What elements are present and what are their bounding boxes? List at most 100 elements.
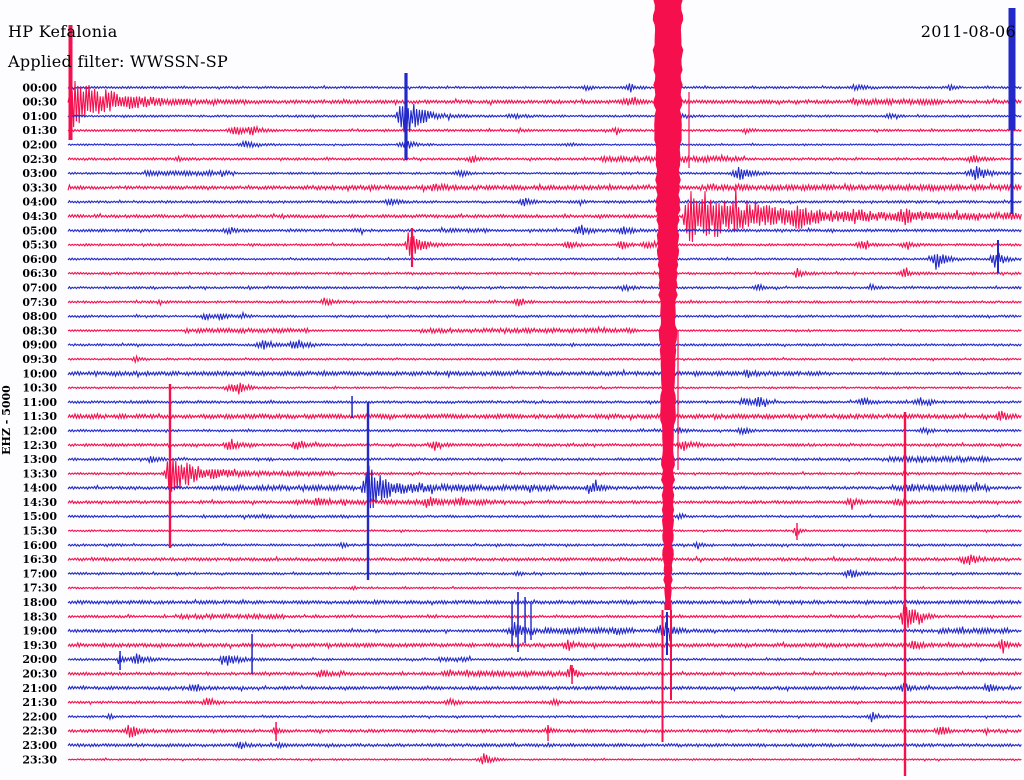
event-spike: [119, 651, 121, 670]
channel-gain-label: EHZ - 5000: [0, 385, 13, 455]
trace-row: [67, 339, 1022, 350]
row-time-label: 03:30: [22, 181, 57, 194]
trace-row: [67, 267, 1022, 278]
row-time-label: 21:00: [22, 682, 57, 695]
trace-row: [67, 188, 1022, 243]
row-time-label: 09:00: [22, 339, 57, 352]
row-time-label: 04:30: [22, 210, 57, 223]
row-time-label: 16:30: [22, 553, 57, 566]
event-spike: [251, 634, 253, 674]
event-spike: [275, 722, 277, 741]
trace-row: [67, 540, 1022, 550]
row-time-label: 09:30: [22, 353, 57, 366]
event-spike: [366, 402, 370, 580]
row-time-label: 02:00: [22, 139, 57, 152]
event-spike: [410, 228, 414, 267]
trace-row: [67, 450, 1022, 492]
row-time-label: 10:00: [22, 367, 57, 380]
trace-row: [67, 182, 1022, 194]
event-spike: [796, 523, 798, 540]
trace-row: [67, 597, 1022, 607]
trace-row: [67, 354, 1022, 365]
row-time-label: 22:00: [22, 710, 57, 723]
row-time-label: 13:30: [22, 467, 57, 480]
trace-row: [67, 438, 1022, 451]
trace-row: [67, 224, 1022, 237]
row-time-label: 00:30: [22, 96, 57, 109]
row-time-label: 19:30: [22, 639, 57, 652]
major-event-band: [652, 0, 684, 610]
row-time-label: 16:00: [22, 539, 57, 552]
trace-row: [67, 297, 1022, 307]
trace-row: [67, 753, 1022, 765]
row-time-label: 22:30: [22, 725, 57, 738]
row-time-label: 19:00: [22, 625, 57, 638]
trace-row: [67, 197, 1022, 208]
row-time-label: 07:30: [22, 296, 57, 309]
row-time-label: 08:00: [22, 310, 57, 323]
row-time-label: 03:00: [22, 167, 57, 180]
event-overlays: [68, 0, 1016, 776]
event-spike: [168, 384, 172, 548]
row-time-label: 14:30: [22, 496, 57, 509]
row-time-label: 12:00: [22, 425, 57, 438]
trace-row: [67, 568, 1022, 579]
trace-row: [67, 724, 1022, 738]
row-time-label: 12:30: [22, 439, 57, 452]
row-time-label: 23:30: [22, 753, 57, 766]
event-spike: [547, 725, 549, 741]
row-time-label: 06:00: [22, 253, 57, 266]
row-time-label: 17:30: [22, 582, 57, 595]
event-spike: [351, 396, 353, 418]
station-title: HP Kefalonia: [8, 22, 118, 41]
row-time-label: 15:30: [22, 525, 57, 538]
trace-row: [67, 282, 1022, 293]
trace-row: [67, 98, 1022, 133]
trace-row: [67, 232, 1022, 256]
trace-row: [67, 664, 1022, 679]
date-label: 2011-08-06: [921, 22, 1016, 41]
trace-row: [67, 382, 1022, 395]
row-time-label: 20:30: [22, 668, 57, 681]
trace-row: [67, 511, 1022, 521]
event-spike: [1008, 8, 1016, 130]
trace-row: [67, 604, 1022, 628]
row-time-label: 01:30: [22, 124, 57, 137]
trace-row: [67, 410, 1022, 422]
trace-row: [67, 139, 1022, 149]
row-time-label: 05:00: [22, 224, 57, 237]
trace-row: [67, 682, 1022, 693]
row-time-label: 15:00: [22, 510, 57, 523]
trace-row: [67, 711, 1022, 723]
event-spike: [404, 73, 408, 160]
trace-row: [67, 696, 1022, 707]
trace-row: [67, 82, 1022, 93]
row-time-label: 13:00: [22, 453, 57, 466]
row-time-label: 17:00: [22, 567, 57, 580]
row-time-label: 18:30: [22, 610, 57, 623]
row-time-label: 11:30: [22, 410, 57, 423]
row-time-label: 05:30: [22, 239, 57, 252]
trace-row: [67, 465, 1022, 509]
trace-row: [67, 124, 1022, 136]
event-spike: [661, 610, 664, 742]
event-spike: [68, 25, 73, 140]
event-spike: [666, 612, 668, 655]
trace-row: [67, 252, 1022, 270]
row-time-label: 01:00: [22, 110, 57, 123]
trace-row: [67, 310, 1022, 322]
row-time-label: 20:00: [22, 653, 57, 666]
row-time-label: 14:00: [22, 482, 57, 495]
trace-row: [67, 740, 1022, 750]
trace-row: [67, 639, 1022, 654]
trace-row: [67, 527, 1022, 537]
trace-row: [67, 153, 1022, 165]
event-spike: [670, 610, 672, 700]
row-time-label: 10:30: [22, 382, 57, 395]
row-time-label: 02:30: [22, 153, 57, 166]
event-spike: [903, 412, 907, 776]
trace-row: [67, 80, 1022, 128]
row-time-label: 07:00: [22, 282, 57, 295]
